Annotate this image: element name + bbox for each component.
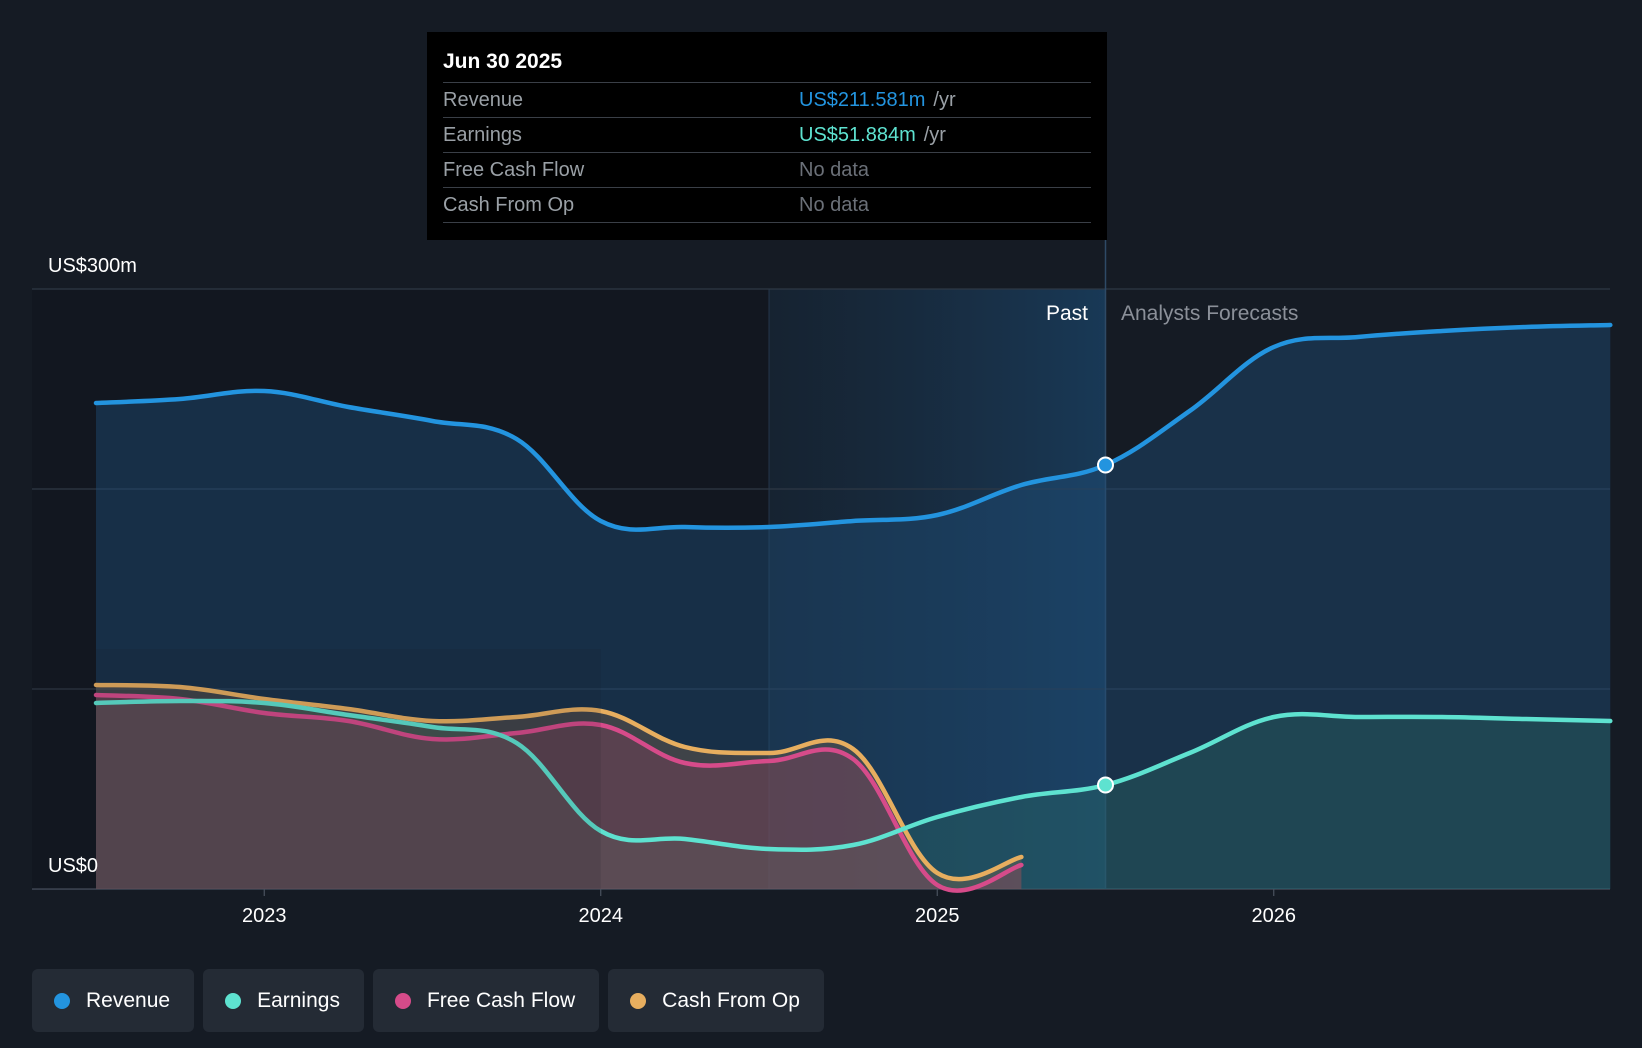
- x-tick-label: 2025: [915, 905, 960, 927]
- earnings-dot-icon: [225, 992, 242, 1009]
- free-cash-flow-line: [93, 692, 1024, 893]
- history-dim-overlay: [32, 649, 601, 889]
- tooltip-value-unit: /yr: [923, 124, 946, 146]
- legend: Revenue Earnings Free Cash Flow Cash Fro…: [32, 969, 824, 1032]
- x-tick-layer: 2023 2024 2025 2026: [242, 889, 1296, 927]
- tooltip: Jun 30 2025 Revenue US$211.581m/yr Earni…: [427, 32, 1107, 240]
- tooltip-date: Jun 30 2025: [443, 50, 563, 73]
- tooltip-row-cash-from-op: Cash From Op No data: [443, 187, 1091, 223]
- tooltip-value-number: US$211.581m: [799, 89, 926, 111]
- earnings-highlight-point: [1097, 776, 1114, 794]
- y-tick-label-max: US$300m: [48, 255, 137, 277]
- tooltip-row-earnings: Earnings US$51.884m/yr: [443, 117, 1091, 152]
- x-tick-label: 2026: [1252, 905, 1297, 927]
- x-tick-label: 2024: [579, 905, 624, 927]
- chart-background-layer: [32, 289, 1106, 889]
- tooltip-value-unit: /yr: [933, 89, 956, 111]
- tooltip-value: US$211.581m/yr: [799, 83, 956, 117]
- area-layer: [96, 325, 1611, 891]
- legend-item-revenue[interactable]: Revenue: [32, 969, 195, 1032]
- tooltip-row-revenue: Revenue US$211.581m/yr: [443, 82, 1091, 117]
- tooltip-label: Free Cash Flow: [443, 159, 585, 181]
- tooltip-label: Cash From Op: [443, 194, 575, 216]
- point-layer: [1097, 456, 1114, 794]
- tooltip-row-free-cash-flow: Free Cash Flow No data: [443, 152, 1091, 187]
- legend-label: Earnings: [257, 988, 340, 1012]
- tooltip-value: No data: [799, 159, 870, 181]
- cash-from-op-line: [93, 682, 1024, 882]
- tooltip-value: US$51.884m/yr: [799, 118, 946, 152]
- legend-label: Cash From Op: [662, 988, 800, 1012]
- line-layer: [32, 322, 1613, 893]
- legend-item-free-cash-flow[interactable]: Free Cash Flow: [372, 969, 600, 1032]
- free-cash-flow-area: [96, 695, 1022, 891]
- legend-label: Free Cash Flow: [426, 988, 576, 1012]
- pre-past-region: [32, 289, 769, 889]
- revenue-area: [96, 325, 1611, 889]
- revenue-highlight-point: [1097, 456, 1114, 474]
- past-label: Past: [1046, 302, 1088, 325]
- tooltip-value-number: US$51.884m: [799, 124, 916, 146]
- tooltip-label: Revenue: [443, 89, 524, 111]
- tooltip-value: No data: [799, 194, 870, 216]
- free-cash-flow-dot-icon: [394, 992, 411, 1009]
- revenue-dot-icon: [54, 992, 70, 1009]
- label-layer: US$300m US$0 Past Analysts Forecasts: [48, 255, 1298, 877]
- forecast-label: Analysts Forecasts: [1121, 302, 1298, 325]
- revenue-line: [93, 322, 1613, 532]
- legend-item-earnings[interactable]: Earnings: [203, 969, 364, 1032]
- cash-from-op-dot-icon: [630, 992, 647, 1009]
- y-tick-label-zero: US$0: [48, 855, 98, 877]
- earnings-area: [96, 700, 1611, 889]
- legend-label: Revenue: [86, 988, 171, 1012]
- past-region-highlight: [769, 289, 1106, 889]
- legend-item-cash-from-op[interactable]: Cash From Op: [608, 969, 824, 1032]
- earnings-line: [93, 698, 1613, 852]
- tooltip-label: Earnings: [443, 124, 522, 146]
- x-tick-label: 2023: [242, 905, 287, 927]
